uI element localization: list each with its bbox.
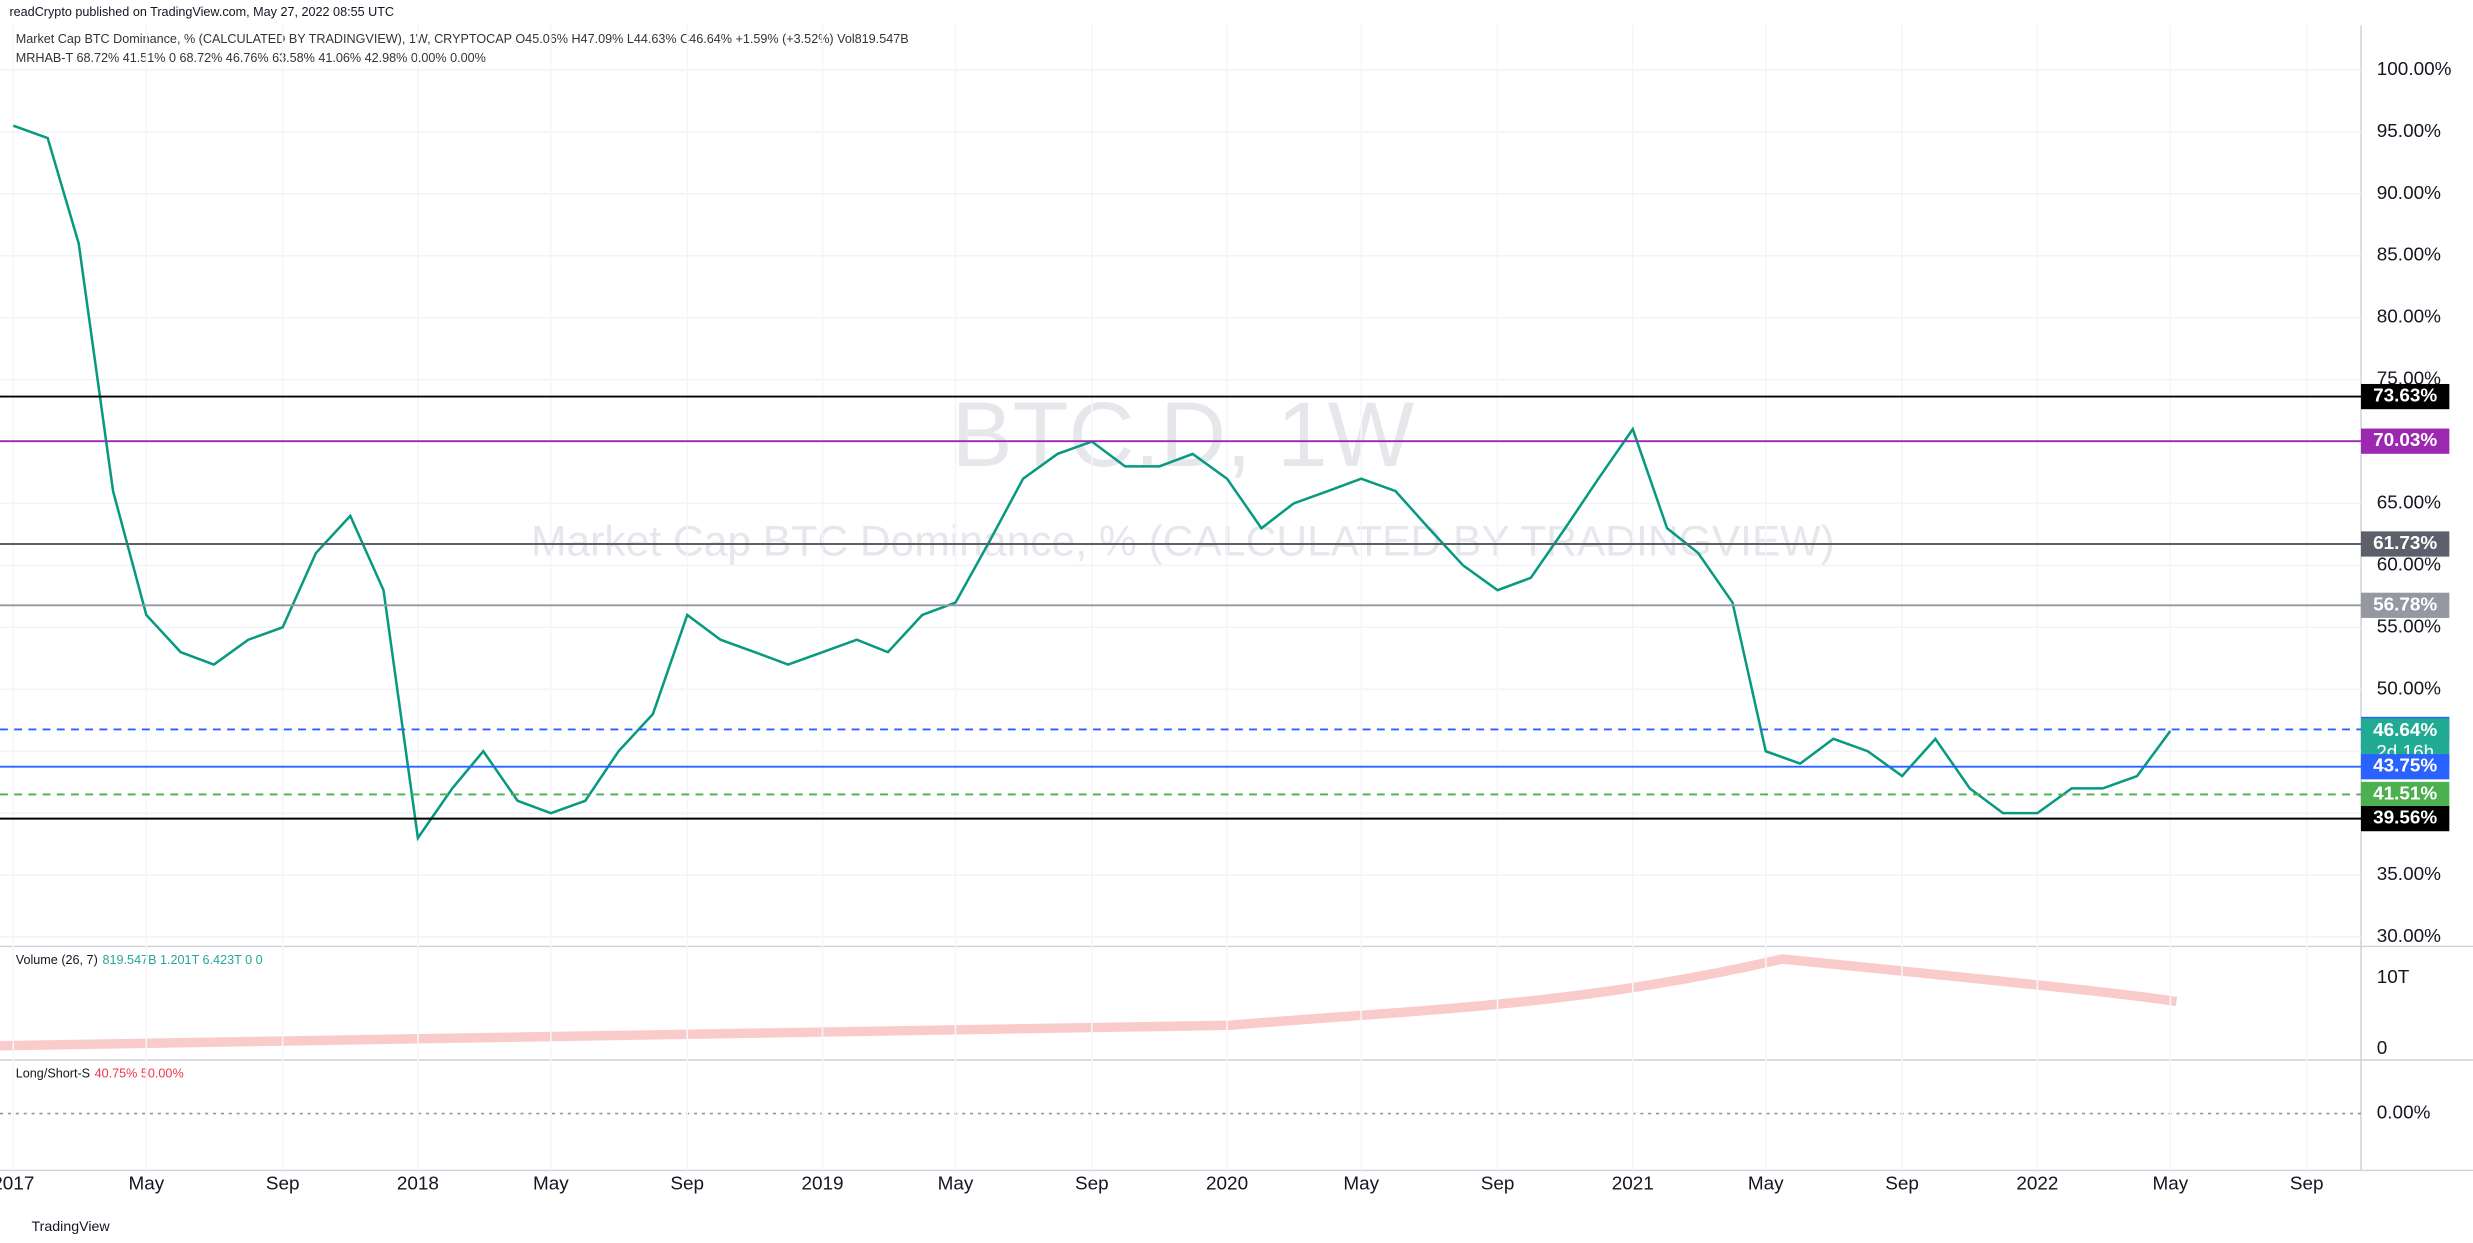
price-label: 43.75% (2373, 756, 2437, 777)
price-label: 73.63% (2373, 386, 2437, 407)
price-label-box (2361, 383, 2450, 410)
price-label: 39.56% (2373, 808, 2437, 829)
ls-title: Long/Short-S (16, 1066, 90, 1080)
x-tick-label: Sep (1885, 1174, 1919, 1195)
legend-indicator: MRHAB-T 68.72% 41.51% 0 68.72% 46.76% 63… (16, 51, 486, 65)
x-tick-label: 2018 (397, 1174, 439, 1195)
price-label-box (2361, 531, 2450, 557)
x-tick-label: Sep (2290, 1174, 2324, 1195)
price-label-box (2361, 754, 2450, 780)
price-label-box (2361, 592, 2450, 618)
y-tick-label: 60.00% (2377, 554, 2441, 575)
y-tick-label: 35.00% (2377, 864, 2441, 885)
y-tick-label: 100.00% (2377, 59, 2452, 80)
price-label: 70.03% (2373, 430, 2437, 451)
y-tick-label: 30.00% (2377, 926, 2441, 947)
x-tick-label: May (128, 1174, 164, 1195)
x-tick-label: Sep (1075, 1174, 1109, 1195)
x-tick-label: 2017 (0, 1174, 34, 1195)
y-tick-label: 90.00% (2377, 183, 2441, 204)
x-tick-label: 2022 (2016, 1174, 2058, 1195)
y-tick-label: 55.00% (2377, 616, 2441, 637)
price-label: 61.73% (2373, 533, 2437, 554)
x-tick-label: May (1343, 1174, 1379, 1195)
price-label-box (2361, 428, 2450, 454)
x-tick-label: Sep (266, 1174, 300, 1195)
x-tick-label: May (1748, 1174, 1784, 1195)
volume-tick: 0 (2377, 1038, 2388, 1059)
x-tick-label: Sep (670, 1174, 704, 1195)
watermark-title: Market Cap BTC Dominance, % (CALCULATED … (531, 517, 1835, 565)
volume-band (0, 954, 2178, 1051)
x-tick-label: 2020 (1206, 1174, 1248, 1195)
price-label: 46.64% (2373, 720, 2437, 741)
volume-title: Volume (26, 7) (16, 953, 98, 967)
price-label: 56.78% (2373, 594, 2437, 615)
footer: TradingView (32, 1219, 111, 1235)
y-tick-label: 50.00% (2377, 678, 2441, 699)
x-tick-label: May (2153, 1174, 2189, 1195)
x-tick-label: May (938, 1174, 974, 1195)
x-tick-label: 2019 (801, 1174, 843, 1195)
price-label: 41.51% (2373, 783, 2437, 804)
x-tick-label: Sep (1481, 1174, 1515, 1195)
price-label-box (2361, 781, 2450, 808)
legend-main: Market Cap BTC Dominance, % (CALCULATED … (16, 32, 909, 46)
x-tick-label: May (533, 1174, 569, 1195)
price-label-box (2361, 806, 2450, 832)
y-tick-label: 65.00% (2377, 492, 2441, 513)
watermark-symbol: BTC.D, 1W (952, 384, 1415, 486)
header: readCrypto published on TradingView.com,… (9, 5, 394, 19)
ls-values: 40.75% 50.00% (95, 1066, 184, 1080)
volume-values: 819.547B 1.201T 6.423T 0 0 (103, 953, 263, 967)
y-tick-label: 80.00% (2377, 307, 2441, 328)
y-tick-label: 85.00% (2377, 245, 2441, 266)
ls-tick: 0.00% (2377, 1103, 2431, 1124)
x-tick-label: 2021 (1612, 1174, 1654, 1195)
volume-tick: 10T (2377, 967, 2410, 988)
y-tick-label: 95.00% (2377, 121, 2441, 142)
